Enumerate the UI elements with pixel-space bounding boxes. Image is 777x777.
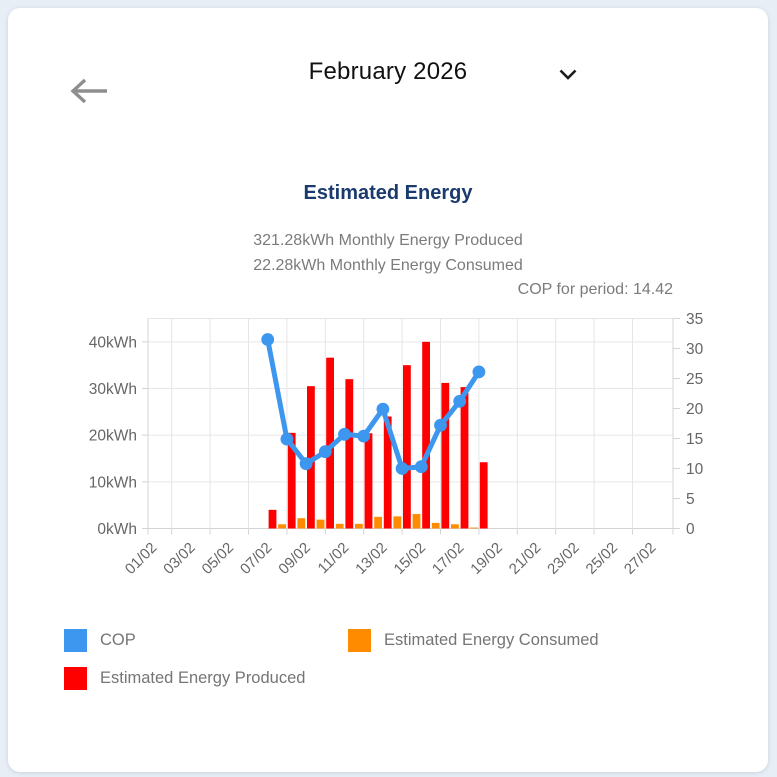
bar-consumed[interactable] (355, 523, 363, 529)
chart-title: Estimated Energy (303, 182, 473, 204)
x-axis-tick-label: 23/02 (544, 539, 583, 578)
cop-point[interactable] (338, 427, 351, 441)
bar-consumed[interactable] (297, 518, 306, 529)
x-axis-tick-label: 05/02 (199, 539, 238, 578)
bar-consumed[interactable] (451, 524, 459, 529)
cop-point[interactable] (395, 462, 409, 475)
legend-label: COP (100, 631, 136, 649)
x-axis-tick-label: 09/02 (275, 539, 314, 578)
left-axis-tick-label: 0kWh (97, 521, 137, 538)
left-axis-tick-label: 30kWh (89, 381, 137, 398)
cop-point[interactable] (376, 402, 390, 416)
month-dropdown-button[interactable] (551, 62, 585, 90)
x-axis-tick-label: 11/02 (315, 539, 353, 577)
page-title: February 2026 (308, 58, 468, 85)
left-axis-tick-label: 20kWh (89, 428, 137, 445)
bar-produced[interactable] (364, 433, 373, 529)
energy-chart[interactable]: 0kWh 10kWh 20kWh 30kWh 40kWh 0 5 10 15 20 25 30 35 01… (8, 8, 768, 772)
bar-produced[interactable] (307, 386, 315, 529)
bar-produced[interactable] (403, 365, 411, 529)
bar-consumed[interactable] (470, 527, 478, 529)
produced-legend-swatch (64, 667, 87, 690)
right-axis-tick-label: 35 (686, 311, 703, 328)
cop-point[interactable] (280, 432, 294, 446)
x-axis-tick-label: 27/02 (621, 539, 660, 578)
cop-point[interactable] (414, 460, 428, 474)
x-axis-tick-label: 01/02 (122, 539, 161, 578)
bar-consumed[interactable] (278, 524, 286, 529)
bar-produced[interactable] (441, 382, 450, 529)
arrow-left-icon (70, 78, 107, 103)
bar-consumed[interactable] (374, 516, 382, 529)
main-card: February 2026 Estimated Energy 321.28kWh… (8, 8, 768, 772)
bar-consumed[interactable] (393, 516, 402, 529)
x-axis-tick-label: 07/02 (237, 539, 276, 578)
bar-produced[interactable] (287, 432, 296, 529)
bar-produced[interactable] (326, 357, 334, 529)
legend-label: Estimated Energy Produced (100, 669, 306, 687)
cop-point[interactable] (261, 333, 275, 346)
monthly-produced-summary: 321.28kWh Monthly Energy Produced (253, 232, 523, 249)
legend-item-cop[interactable]: COP (64, 629, 136, 652)
legend-item-consumed[interactable]: Estimated Energy Consumed (348, 629, 599, 652)
monthly-consumed-summary: 22.28kWh Monthly Energy Consumed (253, 257, 523, 274)
bar-produced[interactable] (345, 379, 354, 529)
cop-point[interactable] (472, 365, 486, 379)
x-axis-tick-label: 13/02 (352, 539, 391, 578)
right-axis-tick-label: 0 (686, 521, 695, 538)
right-axis-tick-label: 20 (686, 401, 704, 418)
bar-produced[interactable] (479, 462, 488, 529)
left-axis-tick-label: 40kWh (89, 334, 137, 351)
right-axis-tick-label: 15 (686, 431, 703, 448)
consumed-legend-swatch (348, 629, 371, 652)
bar-produced[interactable] (422, 341, 430, 529)
cop-point[interactable] (434, 418, 447, 432)
right-axis-tick-label: 25 (686, 371, 703, 388)
bar-consumed[interactable] (431, 522, 440, 529)
x-axis-tick-label: 17/02 (429, 539, 468, 578)
right-axis-tick-label: 30 (686, 341, 704, 358)
chevron-down-icon (559, 69, 577, 80)
legend-item-produced[interactable]: Estimated Energy Produced (64, 667, 305, 690)
bar-produced[interactable] (268, 509, 277, 529)
x-axis-tick-label: 21/02 (506, 539, 545, 578)
bar-consumed[interactable] (335, 523, 344, 529)
x-axis-tick-label: 15/02 (391, 539, 430, 578)
cop-period-value: COP for period: 14.42 (517, 281, 673, 298)
x-axis-tick-label: 19/02 (467, 539, 506, 578)
cop-point[interactable] (357, 429, 371, 443)
back-button[interactable] (66, 72, 112, 112)
bar-produced[interactable] (460, 387, 469, 529)
cop-legend-swatch (64, 629, 87, 652)
month-selector: February 2026 (8, 58, 768, 86)
bar-consumed[interactable] (412, 514, 421, 529)
cop-point[interactable] (453, 394, 467, 408)
cop-point[interactable] (318, 445, 332, 459)
bar-consumed[interactable] (316, 519, 325, 529)
legend-label: Estimated Energy Consumed (384, 631, 599, 649)
x-axis-tick-label: 25/02 (583, 539, 622, 578)
right-axis-tick-label: 10 (686, 461, 704, 478)
bar-produced[interactable] (383, 416, 392, 529)
cop-point[interactable] (299, 457, 313, 471)
right-axis-tick-label: 5 (686, 491, 695, 508)
x-axis-tick-label: 03/02 (160, 539, 199, 578)
left-axis-tick-label: 10kWh (89, 474, 137, 491)
